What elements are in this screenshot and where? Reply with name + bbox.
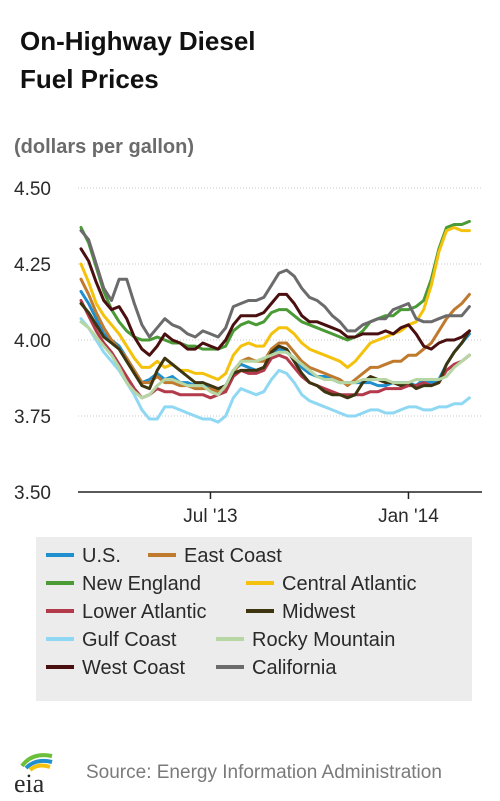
legend-item-midwest: Midwest bbox=[246, 599, 355, 625]
y-tick-label: 4.50 bbox=[14, 179, 51, 200]
y-tick-label: 4.25 bbox=[14, 255, 51, 276]
series-line-california bbox=[79, 229, 471, 339]
x-tick-label: Jul '13 bbox=[183, 506, 237, 527]
line-chart: 3.50 3.75 4.00 4.25 4.50 Jul '13 Jan '14 bbox=[14, 179, 482, 527]
series-line-west-coast bbox=[79, 247, 471, 357]
legend-item-rocky-mountain: Rocky Mountain bbox=[216, 627, 395, 653]
legend-label: California bbox=[252, 657, 337, 679]
legend-item-west-coast: West Coast bbox=[46, 655, 185, 681]
series-line-new-england bbox=[79, 219, 471, 351]
legend-label: Lower Atlantic bbox=[82, 601, 207, 623]
legend-label: U.S. bbox=[82, 545, 121, 567]
x-tick-label: Jan '14 bbox=[378, 506, 439, 527]
units-label: (dollars per gallon) bbox=[14, 136, 195, 158]
legend-swatch bbox=[46, 664, 74, 669]
series-line-east-coast bbox=[79, 277, 471, 394]
chart-title-line-2: Fuel Prices bbox=[20, 64, 159, 94]
legend-item-california: California bbox=[216, 655, 336, 681]
legend-item-east-coast: East Coast bbox=[148, 543, 282, 569]
legend-item-lower-atlantic: Lower Atlantic bbox=[46, 599, 207, 625]
logo-text: eia bbox=[14, 769, 45, 796]
chart-title-line-1: On-Highway Diesel bbox=[20, 26, 256, 56]
legend-label: Midwest bbox=[282, 601, 356, 623]
legend-swatch bbox=[148, 552, 176, 557]
legend-label: New England bbox=[82, 573, 201, 595]
source-text: Source: Energy Information Administratio… bbox=[86, 762, 442, 783]
legend-swatch bbox=[46, 636, 74, 641]
legend-swatch bbox=[46, 552, 74, 557]
legend-item-new-england: New England bbox=[46, 571, 201, 597]
eia-logo: eia bbox=[8, 750, 72, 798]
series-line-rocky-mountain bbox=[79, 320, 471, 400]
legend-swatch bbox=[246, 580, 274, 585]
legend-swatch bbox=[216, 664, 244, 669]
legend-label: Rocky Mountain bbox=[252, 629, 396, 651]
legend-label: Central Atlantic bbox=[282, 573, 417, 595]
legend-label: Gulf Coast bbox=[82, 629, 177, 651]
series-line-gulf-coast bbox=[79, 317, 471, 424]
y-tick-label: 4.00 bbox=[14, 331, 51, 352]
y-tick-label: 3.75 bbox=[14, 407, 51, 428]
legend-swatch bbox=[46, 580, 74, 585]
legend-label: West Coast bbox=[82, 657, 185, 679]
y-tick-label: 3.50 bbox=[14, 483, 51, 504]
legend-swatch bbox=[246, 608, 274, 613]
legend-swatch bbox=[216, 636, 244, 641]
legend-label: East Coast bbox=[184, 545, 282, 567]
legend: U.S. East Coast New England Central Atlanti… bbox=[36, 537, 472, 701]
legend-item-central-atlantic: Central Atlantic bbox=[246, 571, 417, 597]
chart-title: On-Highway Diesel Fuel Prices bbox=[20, 22, 480, 98]
legend-item-u-s: U.S. bbox=[46, 543, 121, 569]
legend-swatch bbox=[46, 608, 74, 613]
legend-item-gulf-coast: Gulf Coast bbox=[46, 627, 176, 653]
